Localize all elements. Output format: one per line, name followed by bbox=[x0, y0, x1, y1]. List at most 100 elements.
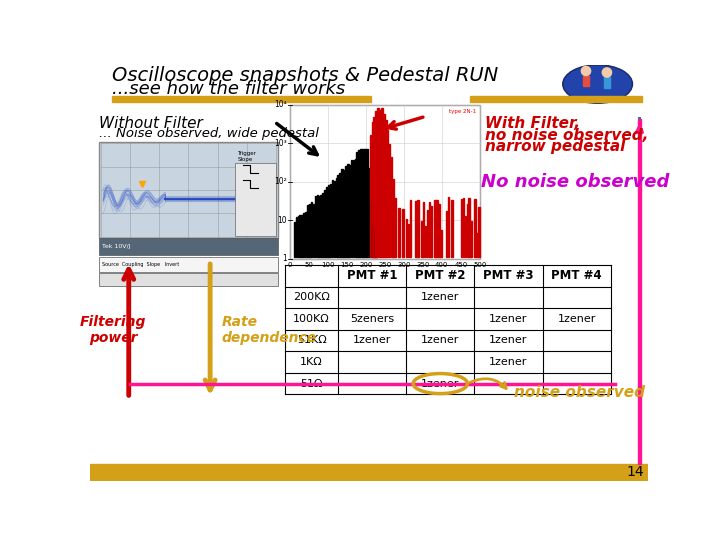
Text: Trigger
Slope: Trigger Slope bbox=[238, 151, 256, 162]
Bar bbox=[309, 204, 310, 257]
Bar bbox=[421, 221, 423, 257]
Bar bbox=[347, 164, 348, 257]
Bar bbox=[387, 131, 388, 257]
Bar bbox=[385, 120, 387, 257]
Text: PMT #4: PMT #4 bbox=[552, 269, 602, 282]
Bar bbox=[638, 119, 641, 464]
Text: Tek 10V/J: Tek 10V/J bbox=[102, 244, 130, 249]
Bar bbox=[440, 231, 441, 257]
Bar bbox=[333, 181, 336, 257]
Bar bbox=[364, 148, 366, 257]
Bar bbox=[99, 273, 277, 286]
Bar bbox=[112, 96, 372, 102]
Bar bbox=[463, 198, 464, 257]
Bar bbox=[428, 202, 430, 257]
Bar bbox=[398, 208, 400, 257]
Bar bbox=[377, 108, 379, 257]
Text: 5zeners: 5zeners bbox=[350, 314, 394, 324]
Bar bbox=[235, 163, 276, 236]
Text: 10³: 10³ bbox=[274, 139, 287, 148]
Bar bbox=[320, 194, 322, 257]
Text: 100: 100 bbox=[321, 262, 335, 268]
Bar bbox=[372, 123, 373, 257]
Bar bbox=[294, 222, 295, 257]
Bar bbox=[434, 200, 436, 257]
Bar bbox=[318, 197, 320, 257]
Bar bbox=[348, 165, 351, 257]
Text: 1zener: 1zener bbox=[490, 357, 528, 367]
Bar bbox=[90, 464, 648, 481]
Circle shape bbox=[602, 68, 611, 77]
Bar bbox=[427, 210, 428, 257]
Text: noise observed: noise observed bbox=[514, 386, 645, 400]
Bar bbox=[99, 256, 277, 272]
Bar bbox=[417, 200, 419, 257]
Ellipse shape bbox=[564, 66, 631, 102]
Bar bbox=[474, 199, 476, 257]
Bar bbox=[369, 134, 372, 257]
Text: 1zener: 1zener bbox=[421, 335, 459, 346]
Bar bbox=[307, 205, 309, 257]
Text: PMT #3: PMT #3 bbox=[483, 269, 534, 282]
Text: Without Filter: Without Filter bbox=[99, 117, 203, 131]
Bar bbox=[332, 180, 333, 257]
Bar bbox=[448, 198, 449, 257]
Bar bbox=[336, 178, 337, 257]
Text: Filtering
power: Filtering power bbox=[80, 315, 146, 345]
Bar bbox=[379, 110, 381, 257]
Text: 150: 150 bbox=[341, 262, 354, 268]
Bar bbox=[461, 199, 462, 257]
Bar bbox=[436, 200, 438, 257]
Text: 100KΩ: 100KΩ bbox=[293, 314, 330, 324]
Text: Oscilloscope snapshots & Pedestal RUN: Oscilloscope snapshots & Pedestal RUN bbox=[112, 66, 498, 85]
Bar bbox=[375, 111, 377, 257]
Bar bbox=[328, 185, 330, 257]
Bar bbox=[395, 198, 396, 257]
Bar bbox=[408, 225, 409, 257]
Bar bbox=[300, 214, 301, 257]
Bar bbox=[368, 168, 369, 257]
Bar bbox=[303, 213, 305, 257]
Bar bbox=[362, 149, 364, 257]
Text: 350: 350 bbox=[416, 262, 430, 268]
Bar bbox=[390, 157, 392, 257]
Bar bbox=[381, 108, 383, 257]
Bar bbox=[302, 215, 303, 257]
Text: ... Noise observed, wide pedestal: ... Noise observed, wide pedestal bbox=[99, 127, 319, 140]
Text: 51KΩ: 51KΩ bbox=[297, 335, 327, 346]
Bar bbox=[356, 152, 358, 257]
Bar bbox=[431, 206, 432, 257]
Bar bbox=[354, 159, 356, 257]
Text: 10: 10 bbox=[277, 216, 287, 225]
Bar bbox=[99, 142, 277, 238]
Text: 1: 1 bbox=[282, 254, 287, 264]
Bar bbox=[402, 209, 404, 257]
Bar bbox=[330, 184, 331, 257]
Bar bbox=[470, 221, 472, 257]
Bar bbox=[476, 233, 477, 257]
Text: no noise observed,: no noise observed, bbox=[485, 128, 649, 143]
Bar bbox=[305, 212, 307, 257]
Text: PMT #1: PMT #1 bbox=[347, 269, 397, 282]
Bar bbox=[324, 190, 325, 257]
Text: 450: 450 bbox=[454, 262, 467, 268]
Text: 1zener: 1zener bbox=[353, 335, 391, 346]
Text: 1zener: 1zener bbox=[421, 292, 459, 302]
Bar bbox=[311, 202, 312, 257]
Bar bbox=[374, 225, 375, 257]
Text: 500: 500 bbox=[473, 262, 487, 268]
Text: 1zener: 1zener bbox=[490, 335, 528, 346]
Text: 10⁴: 10⁴ bbox=[274, 100, 287, 109]
Text: Source  Coupling  Slope   Invert: Source Coupling Slope Invert bbox=[102, 262, 179, 267]
Bar bbox=[323, 193, 324, 257]
Ellipse shape bbox=[563, 65, 632, 103]
Bar bbox=[360, 148, 362, 257]
Text: Rate
dependence: Rate dependence bbox=[222, 315, 317, 345]
Text: 1zener: 1zener bbox=[421, 379, 459, 389]
Bar bbox=[341, 169, 343, 257]
Bar bbox=[374, 117, 375, 257]
Bar bbox=[383, 114, 384, 257]
Bar bbox=[423, 202, 425, 257]
Bar bbox=[290, 105, 480, 259]
Bar bbox=[467, 204, 468, 257]
